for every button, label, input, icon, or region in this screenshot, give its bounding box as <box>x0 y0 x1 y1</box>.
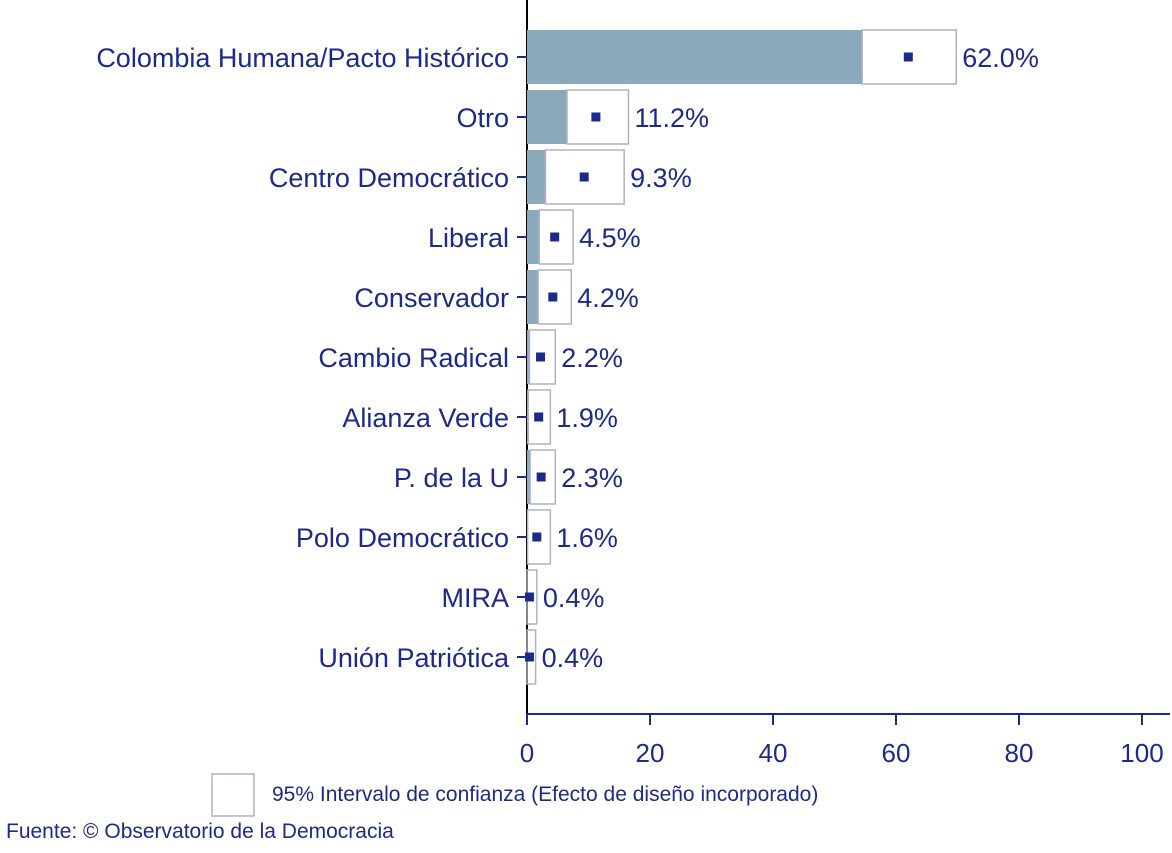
category-label: Alianza Verde <box>342 403 509 433</box>
x-tick-label: 80 <box>1005 738 1034 768</box>
category-label: Liberal <box>428 223 509 253</box>
ci-box <box>538 209 574 265</box>
value-label: 1.9% <box>556 403 618 433</box>
category-label: MIRA <box>442 583 510 613</box>
legend-swatch <box>211 773 255 817</box>
x-tick-label: 60 <box>882 738 911 768</box>
category-label: Cambio Radical <box>318 343 509 373</box>
value-label: 4.5% <box>579 223 641 253</box>
ci-box <box>527 389 552 445</box>
bar <box>527 210 540 264</box>
point-marker <box>550 232 560 242</box>
bar <box>527 90 567 144</box>
point-marker <box>903 52 913 62</box>
category-label: Otro <box>456 103 509 133</box>
legend-label: 95% Intervalo de confianza (Efecto de di… <box>272 783 819 806</box>
bar <box>527 150 546 204</box>
ci-box <box>861 29 958 85</box>
point-marker <box>534 412 544 422</box>
category-label: Conservador <box>354 283 509 313</box>
value-label: 1.6% <box>556 523 618 553</box>
value-label: 62.0% <box>962 43 1039 73</box>
x-tick-label: 40 <box>759 738 788 768</box>
x-tick-label: 100 <box>1120 738 1163 768</box>
x-tick-label: 20 <box>636 738 665 768</box>
value-label: 0.4% <box>542 643 604 673</box>
point-marker <box>591 112 601 122</box>
point-marker <box>536 352 546 362</box>
value-label: 9.3% <box>630 163 692 193</box>
ci-box <box>526 509 552 565</box>
value-label: 4.2% <box>577 283 639 313</box>
bar <box>527 30 863 84</box>
point-marker <box>532 532 542 542</box>
ci-box <box>529 449 557 505</box>
x-tick-label: 0 <box>520 738 534 768</box>
point-marker <box>536 472 546 482</box>
point-marker <box>524 652 534 662</box>
bar <box>527 270 539 324</box>
ci-box <box>544 149 625 205</box>
point-marker <box>548 292 558 302</box>
ci-box <box>528 329 557 385</box>
value-label: 2.3% <box>561 463 623 493</box>
category-label: P. de la U <box>394 463 509 493</box>
point-marker <box>524 592 534 602</box>
bar <box>527 330 530 384</box>
value-label: 2.2% <box>561 343 623 373</box>
value-label: 0.4% <box>543 583 605 613</box>
category-label: Unión Patriótica <box>318 643 510 673</box>
category-label: Polo Democrático <box>296 523 509 553</box>
category-label: Colombia Humana/Pacto Histórico <box>96 43 509 73</box>
value-label: 11.2% <box>634 103 709 133</box>
point-marker <box>579 172 589 182</box>
bar <box>527 450 531 504</box>
category-label: Centro Democrático <box>269 163 509 193</box>
source-note: Fuente: © Observatorio de la Democracia <box>6 820 394 843</box>
ci-box <box>566 89 630 145</box>
ci-box <box>537 269 573 325</box>
